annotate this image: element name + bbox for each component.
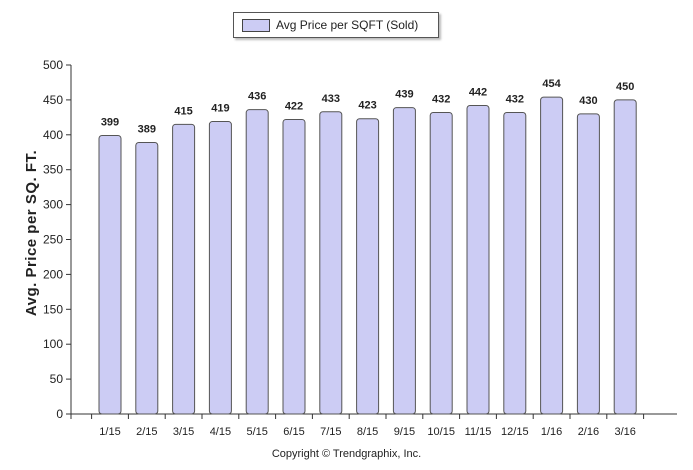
bar bbox=[503, 111, 527, 415]
x-tick-label: 3/15 bbox=[173, 426, 194, 438]
bars bbox=[98, 96, 637, 415]
bar bbox=[245, 109, 269, 415]
x-tick-label: 9/15 bbox=[394, 426, 415, 438]
y-tick-label: 0 bbox=[56, 407, 63, 421]
y-tick-label: 100 bbox=[43, 337, 63, 351]
bar bbox=[98, 134, 122, 415]
x-tick-label: 8/15 bbox=[357, 426, 378, 438]
y-tick-label: 500 bbox=[43, 58, 63, 72]
legend: Avg Price per SQFT (Sold) bbox=[233, 12, 439, 38]
data-label: 389 bbox=[138, 123, 156, 135]
y-tick-label: 200 bbox=[43, 267, 63, 281]
bar bbox=[172, 123, 196, 415]
y-axis-title: Avg. Price per SQ. FT. bbox=[23, 149, 40, 317]
bar bbox=[319, 111, 343, 415]
x-tick-label: 12/15 bbox=[501, 426, 529, 438]
x-tick-label: 1/16 bbox=[541, 426, 562, 438]
bar bbox=[466, 104, 490, 415]
x-tick-label: 6/15 bbox=[283, 426, 304, 438]
x-tick-label: 10/15 bbox=[427, 426, 455, 438]
x-tick-label: 2/15 bbox=[136, 426, 157, 438]
x-tick-label: 1/15 bbox=[99, 426, 120, 438]
data-label: 419 bbox=[211, 103, 229, 115]
data-label: 422 bbox=[285, 100, 303, 112]
y-tick-label: 450 bbox=[43, 93, 63, 107]
data-label: 433 bbox=[322, 93, 340, 105]
data-label: 415 bbox=[174, 105, 192, 117]
data-label: 430 bbox=[579, 95, 597, 107]
data-label: 423 bbox=[358, 100, 376, 112]
y-tick-label: 250 bbox=[43, 233, 63, 247]
x-tick-label: 11/15 bbox=[465, 426, 492, 438]
x-tick-label: 5/15 bbox=[246, 426, 267, 438]
x-tick-label: 2/16 bbox=[578, 426, 599, 438]
data-label: 432 bbox=[506, 93, 524, 105]
bar bbox=[392, 107, 416, 415]
bar bbox=[135, 141, 159, 415]
y-tick-label: 300 bbox=[43, 198, 63, 212]
x-tick-label: 3/16 bbox=[614, 426, 635, 438]
legend-label: Avg Price per SQFT (Sold) bbox=[276, 18, 419, 32]
data-label: 432 bbox=[432, 93, 450, 105]
axes bbox=[66, 64, 677, 419]
data-label: 442 bbox=[469, 86, 487, 98]
bar bbox=[576, 113, 600, 415]
bar bbox=[282, 118, 306, 415]
bar bbox=[356, 118, 380, 415]
data-label: 436 bbox=[248, 91, 266, 103]
data-label: 399 bbox=[101, 116, 119, 128]
labels: 0 50 100 150 200 250 300 350 400 450 500 399 1/15 389… bbox=[43, 58, 636, 438]
y-tick-label: 50 bbox=[50, 372, 64, 386]
x-tick-label: 7/15 bbox=[320, 426, 341, 438]
data-label: 439 bbox=[395, 89, 413, 101]
bar bbox=[208, 121, 232, 415]
legend-swatch bbox=[242, 18, 270, 32]
data-label: 454 bbox=[542, 78, 561, 90]
bar bbox=[429, 111, 453, 415]
x-tick-label: 4/15 bbox=[210, 426, 231, 438]
y-tick-label: 150 bbox=[43, 302, 63, 316]
y-tick-label: 350 bbox=[43, 163, 63, 177]
data-label: 450 bbox=[616, 81, 634, 93]
y-tick-label: 400 bbox=[43, 128, 63, 142]
copyright-text: Copyright © Trendgraphix, Inc. bbox=[271, 448, 422, 460]
bar bbox=[613, 99, 637, 415]
bar bbox=[540, 96, 564, 415]
